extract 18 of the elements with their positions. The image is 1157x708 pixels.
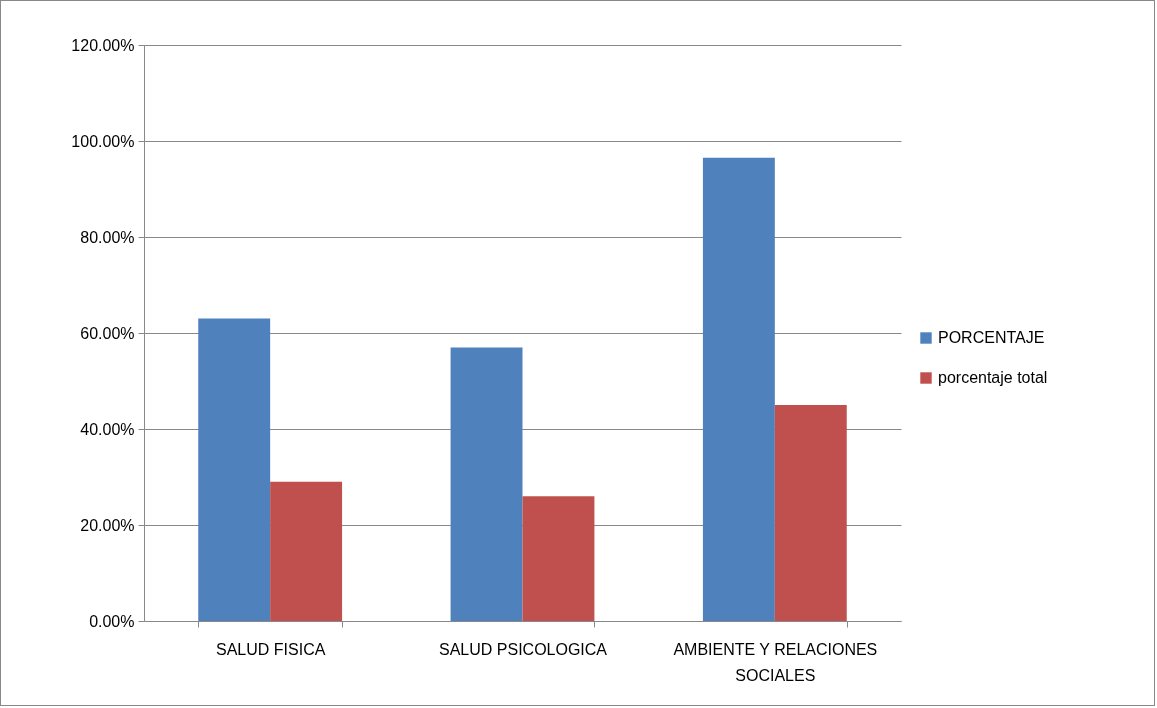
bar — [702, 157, 775, 621]
y-tick-label: 20.00% — [80, 516, 135, 534]
y-tick-label: 80.00% — [80, 228, 135, 246]
y-tick-label: 60.00% — [80, 324, 135, 342]
bar — [270, 481, 343, 621]
y-tick-label: 40.00% — [80, 420, 135, 438]
bar — [774, 405, 847, 621]
bar — [522, 496, 595, 621]
x-tick-label: AMBIENTE Y RELACIONES SOCIALES — [673, 640, 878, 684]
bar — [198, 318, 271, 621]
y-tick-label: 100.00% — [71, 132, 135, 150]
y-tick-label: 0.00% — [89, 612, 135, 630]
legend-label: porcentaje total — [938, 369, 1048, 386]
x-tick-label: SALUD PSICOLOGICA — [438, 640, 608, 658]
bar — [450, 347, 523, 621]
legend-label: PORCENTAJE — [938, 329, 1045, 346]
y-tick-label: 120.00% — [71, 36, 135, 54]
x-tick-label: SALUD FISICA — [215, 640, 326, 658]
